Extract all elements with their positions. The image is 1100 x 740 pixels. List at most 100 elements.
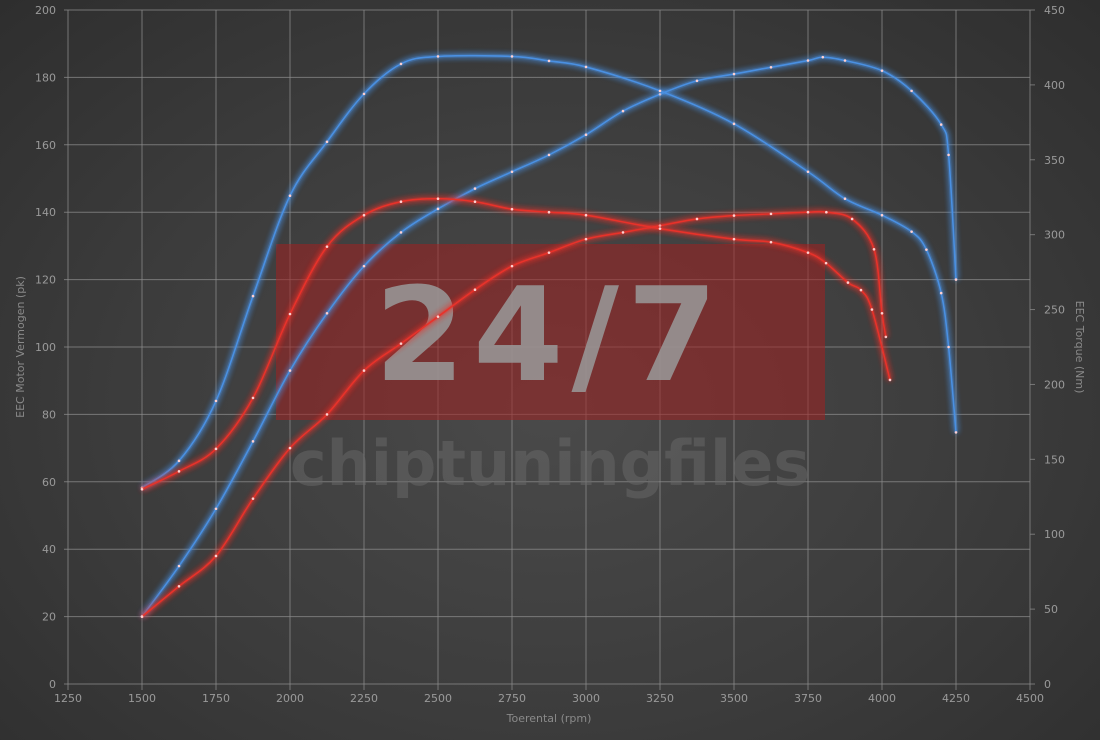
svg-text:chiptuningfiles: chiptuningfiles (290, 427, 810, 500)
data-point (547, 153, 551, 157)
data-point (547, 251, 551, 254)
y2-axis-label: EEC Torque (Nm) (1073, 301, 1086, 394)
data-point (399, 62, 403, 66)
y2-tick-label: 0 (1044, 678, 1051, 691)
data-point (806, 251, 810, 254)
data-point (510, 207, 514, 211)
y-tick-label: 120 (35, 274, 56, 287)
data-point (214, 447, 218, 451)
data-point (843, 197, 847, 201)
data-point (870, 308, 874, 311)
data-point (288, 194, 292, 198)
x-tick-label: 3250 (646, 692, 674, 705)
data-point (658, 92, 662, 96)
data-point (177, 584, 181, 588)
x-tick-label: 4500 (1016, 692, 1044, 705)
data-point (925, 248, 928, 251)
data-point (806, 170, 810, 174)
x-tick-label: 4250 (942, 692, 970, 705)
data-point (362, 369, 366, 372)
y-tick-label: 140 (35, 206, 56, 219)
data-point (325, 312, 329, 315)
data-point (806, 59, 810, 62)
x-tick-label: 1500 (128, 692, 156, 705)
y-tick-label: 20 (42, 611, 56, 624)
data-point (947, 345, 950, 349)
data-point (806, 210, 810, 214)
series-1 (140, 53, 958, 490)
x-tick-label: 2250 (350, 692, 378, 705)
data-point (325, 413, 329, 416)
data-point (510, 55, 514, 58)
y-tick-label: 200 (35, 4, 56, 17)
data-point (288, 312, 292, 316)
series-2 (140, 209, 888, 619)
x-tick-label: 2750 (498, 692, 526, 705)
data-point (954, 278, 958, 281)
data-point (584, 133, 588, 136)
data-point (362, 264, 366, 268)
data-point (140, 487, 144, 491)
data-point (880, 69, 884, 72)
y-tick-label: 60 (42, 476, 56, 489)
data-point (947, 153, 950, 157)
data-point (821, 55, 825, 59)
y-tick-label: 100 (35, 341, 56, 354)
data-point (769, 65, 773, 69)
series-line (141, 210, 887, 618)
x-tick-label: 1250 (54, 692, 82, 705)
data-point (658, 224, 662, 227)
data-point (399, 342, 403, 345)
data-point (584, 65, 588, 69)
x-tick-label: 3500 (720, 692, 748, 705)
data-point (399, 231, 403, 234)
x-axis-label: Toerental (rpm) (506, 712, 592, 725)
data-point (939, 291, 943, 295)
data-point (825, 210, 828, 214)
data-point (251, 294, 255, 298)
data-point (769, 240, 773, 244)
data-point (325, 245, 329, 248)
y-tick-label: 40 (42, 543, 56, 556)
data-point (621, 231, 625, 234)
data-point (769, 212, 773, 216)
y2-tick-label: 200 (1044, 378, 1065, 391)
data-point (436, 55, 440, 58)
data-point (732, 122, 736, 126)
data-point (547, 59, 551, 63)
x-tick-label: 3000 (572, 692, 600, 705)
x-tick-label: 1750 (202, 692, 230, 705)
data-point (910, 89, 913, 93)
y2-tick-label: 450 (1044, 4, 1065, 17)
data-point (140, 615, 144, 618)
data-point (214, 399, 218, 403)
x-tick-label: 4000 (868, 692, 896, 705)
data-point (251, 396, 255, 400)
y2-tick-label: 50 (1044, 603, 1058, 616)
y2-tick-label: 300 (1044, 229, 1065, 242)
data-point (910, 230, 913, 233)
series-line (141, 197, 891, 491)
y-tick-label: 0 (49, 678, 56, 691)
data-point (859, 288, 863, 292)
data-point (695, 79, 699, 83)
series-3 (140, 196, 892, 492)
data-point (584, 237, 588, 241)
data-point (843, 59, 847, 62)
x-tick-label: 2000 (276, 692, 304, 705)
y-tick-label: 80 (42, 408, 56, 421)
data-point (399, 200, 403, 204)
data-point (880, 213, 884, 217)
data-point (939, 123, 943, 126)
data-point (214, 507, 218, 511)
data-point (251, 440, 255, 443)
data-point (177, 459, 181, 463)
y-axis-label: EEC Motor Vermogen (pk) (14, 276, 27, 418)
series-0 (140, 55, 958, 618)
data-point (658, 89, 662, 93)
svg-text:24/7: 24/7 (375, 259, 726, 411)
data-point (547, 210, 551, 214)
data-point (436, 315, 440, 318)
data-point (473, 288, 477, 292)
